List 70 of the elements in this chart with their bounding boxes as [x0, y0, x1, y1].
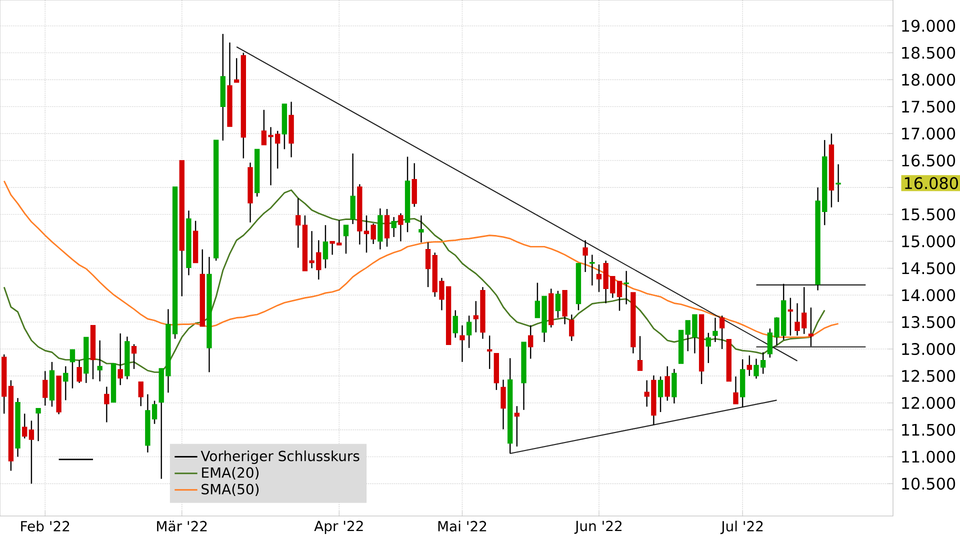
candlestick	[42, 370, 48, 406]
candlestick	[466, 315, 472, 349]
y-tick-label: 15.500	[902, 208, 956, 220]
candlestick	[528, 324, 534, 360]
candlestick	[733, 376, 738, 405]
candlestick	[296, 198, 301, 248]
x-tick-label: Jun '22	[574, 520, 622, 534]
candlestick	[384, 208, 390, 248]
y-tick-label: 15.000	[902, 235, 956, 248]
y-tick-label: 17.500	[902, 100, 956, 113]
y-tick-label: 14.500	[902, 262, 956, 274]
y-tick-label: 18.500	[902, 46, 956, 59]
candlestick	[70, 348, 76, 389]
x-tick-label: Jul '22	[720, 520, 763, 534]
candlestick	[452, 310, 458, 338]
x-tick-label: Apr '22	[314, 520, 363, 534]
candlestick	[555, 290, 561, 318]
candlestick	[672, 368, 677, 404]
candlestick	[322, 224, 328, 269]
candlestick	[76, 360, 82, 384]
candlestick	[138, 381, 144, 407]
x-tick-label: Mär '22	[157, 520, 207, 532]
candlestick	[418, 214, 424, 243]
candlestick	[97, 340, 102, 382]
text: 16.080	[904, 177, 958, 190]
candlestick	[746, 354, 752, 377]
candlestick	[343, 224, 349, 254]
candlestick	[22, 413, 28, 440]
candlestick	[719, 315, 725, 350]
candlestick	[808, 306, 814, 347]
candlestick	[131, 344, 137, 370]
x-tick-label: Feb '22	[21, 520, 70, 532]
y-tick-label: 14.000	[902, 289, 956, 302]
candlestick	[706, 332, 711, 364]
legend-label: SMA(50)	[202, 484, 259, 496]
candlestick	[391, 216, 396, 238]
candlestick	[500, 379, 506, 430]
candlestick	[486, 334, 492, 370]
x-tick-label: Mai '22	[438, 520, 486, 532]
candlestick	[836, 164, 841, 203]
candlestick	[616, 280, 622, 312]
candlestick	[350, 152, 356, 225]
candlestick	[664, 366, 670, 402]
candlestick	[370, 222, 376, 245]
y-tick-label: 11.000	[902, 450, 956, 463]
candlestick	[104, 386, 110, 423]
y-tick-label: 13.000	[902, 342, 956, 356]
candlestick	[658, 376, 664, 413]
y-tick-label: 18.000	[902, 74, 956, 86]
legend-label: EMA(20)	[202, 467, 259, 480]
candlestick	[637, 335, 643, 372]
y-tick-label: 12.000	[902, 396, 956, 409]
y-tick-label: 11.500	[902, 424, 956, 436]
y-tick-label: 13.500	[902, 316, 956, 328]
candlestick	[36, 408, 41, 442]
candlestick	[63, 366, 68, 401]
y-tick-label: 16.500	[902, 154, 956, 167]
y-tick-label: 12.500	[902, 370, 956, 382]
candlestick	[460, 324, 465, 363]
candlestick	[425, 242, 431, 288]
candlestick	[118, 332, 123, 386]
y-tick-label: 10.500	[902, 478, 956, 490]
candlestick	[28, 420, 34, 484]
candlestick	[582, 240, 588, 273]
candlestick	[398, 212, 404, 242]
legend-label: Vorheriger Schlusskurs	[200, 450, 360, 464]
candlestick	[712, 317, 718, 343]
y-tick-label: 19.000	[902, 20, 956, 32]
y-tick-label: 17.000	[902, 128, 956, 140]
candlestick	[569, 314, 574, 342]
